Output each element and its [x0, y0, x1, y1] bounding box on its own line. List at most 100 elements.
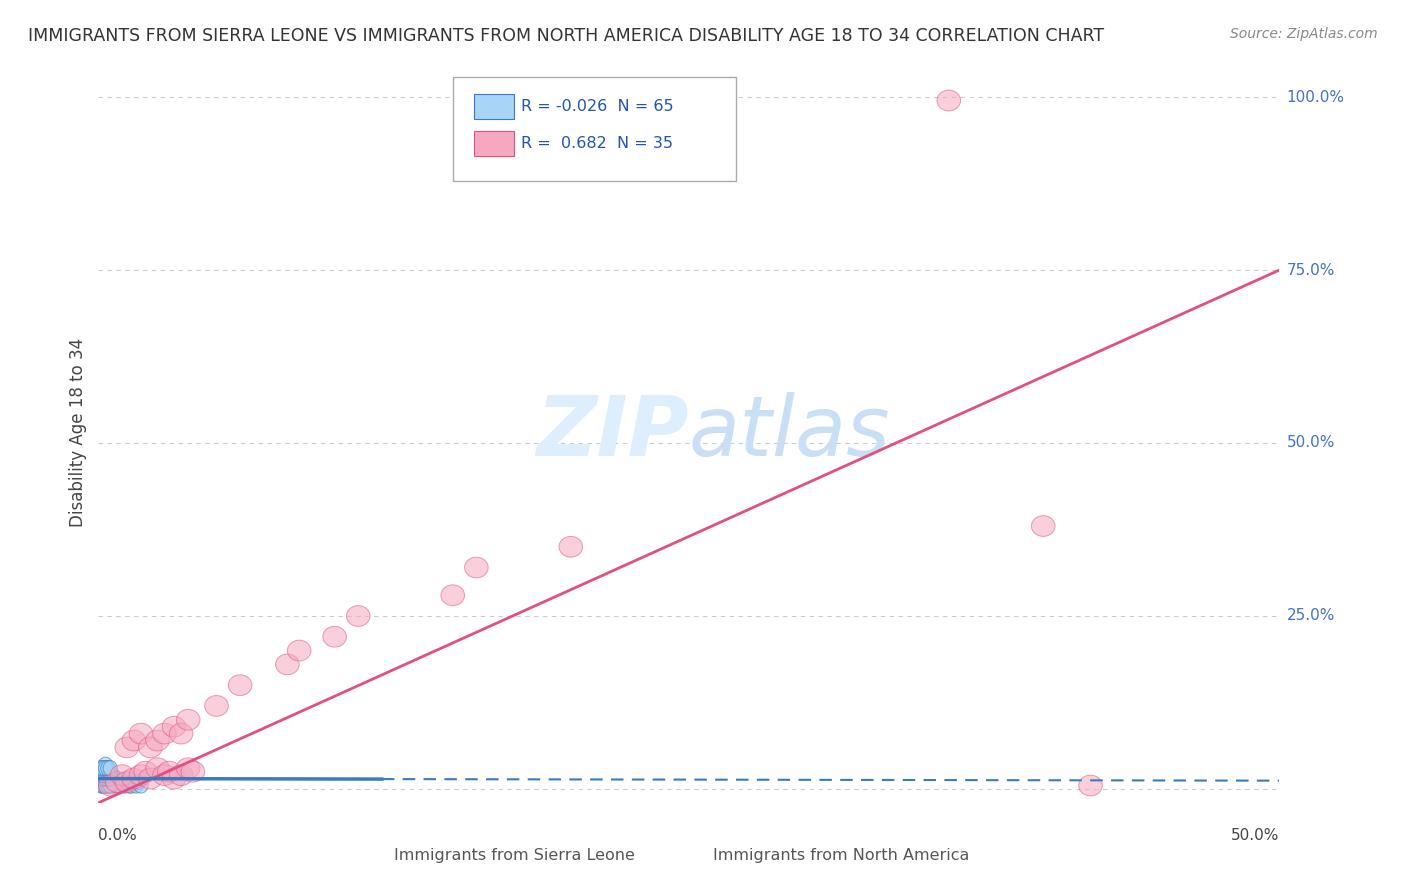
- Ellipse shape: [176, 709, 200, 731]
- Ellipse shape: [146, 731, 169, 751]
- Ellipse shape: [94, 761, 108, 776]
- Ellipse shape: [146, 758, 169, 779]
- FancyBboxPatch shape: [332, 840, 384, 871]
- Ellipse shape: [101, 771, 115, 786]
- Ellipse shape: [129, 764, 153, 786]
- Ellipse shape: [162, 716, 186, 737]
- Ellipse shape: [103, 767, 117, 783]
- Ellipse shape: [101, 767, 115, 783]
- Ellipse shape: [127, 774, 141, 789]
- Ellipse shape: [560, 536, 582, 558]
- Ellipse shape: [101, 771, 115, 786]
- Ellipse shape: [94, 778, 108, 793]
- Ellipse shape: [169, 764, 193, 786]
- Ellipse shape: [103, 778, 117, 793]
- Ellipse shape: [157, 761, 181, 782]
- FancyBboxPatch shape: [453, 78, 737, 181]
- Ellipse shape: [112, 778, 127, 793]
- Ellipse shape: [323, 626, 346, 647]
- Ellipse shape: [98, 767, 112, 783]
- Text: R =  0.682  N = 35: R = 0.682 N = 35: [522, 136, 673, 152]
- Ellipse shape: [134, 778, 148, 793]
- Ellipse shape: [153, 764, 176, 786]
- Ellipse shape: [134, 761, 157, 782]
- Text: 100.0%: 100.0%: [1286, 89, 1344, 104]
- Ellipse shape: [205, 696, 228, 716]
- Ellipse shape: [98, 778, 112, 793]
- Text: R = -0.026  N = 65: R = -0.026 N = 65: [522, 99, 673, 114]
- FancyBboxPatch shape: [651, 840, 703, 871]
- Ellipse shape: [441, 585, 464, 606]
- Ellipse shape: [96, 761, 110, 776]
- Text: 25.0%: 25.0%: [1286, 608, 1334, 624]
- Ellipse shape: [98, 761, 112, 776]
- Ellipse shape: [105, 772, 129, 792]
- Ellipse shape: [103, 764, 117, 780]
- Ellipse shape: [122, 768, 146, 789]
- Ellipse shape: [346, 606, 370, 626]
- Ellipse shape: [169, 723, 193, 744]
- Ellipse shape: [132, 774, 146, 789]
- Ellipse shape: [103, 761, 117, 776]
- Ellipse shape: [1078, 775, 1102, 796]
- Ellipse shape: [117, 778, 132, 793]
- Ellipse shape: [1032, 516, 1054, 536]
- Ellipse shape: [96, 761, 110, 776]
- Ellipse shape: [287, 640, 311, 661]
- Ellipse shape: [98, 757, 112, 772]
- Ellipse shape: [110, 774, 124, 789]
- Ellipse shape: [162, 768, 186, 789]
- Ellipse shape: [98, 767, 112, 783]
- Text: atlas: atlas: [689, 392, 890, 473]
- Ellipse shape: [101, 778, 115, 793]
- Ellipse shape: [110, 764, 134, 786]
- Ellipse shape: [103, 767, 117, 783]
- Ellipse shape: [96, 764, 110, 780]
- Text: Immigrants from Sierra Leone: Immigrants from Sierra Leone: [394, 848, 634, 863]
- Ellipse shape: [105, 771, 120, 786]
- Ellipse shape: [94, 767, 108, 783]
- Ellipse shape: [98, 771, 112, 786]
- Ellipse shape: [120, 774, 134, 789]
- Ellipse shape: [181, 761, 205, 782]
- Ellipse shape: [98, 761, 112, 776]
- Ellipse shape: [96, 767, 110, 783]
- Text: Source: ZipAtlas.com: Source: ZipAtlas.com: [1230, 27, 1378, 41]
- Ellipse shape: [108, 771, 122, 786]
- Ellipse shape: [276, 654, 299, 674]
- Ellipse shape: [101, 764, 115, 780]
- Ellipse shape: [110, 778, 124, 793]
- Ellipse shape: [108, 774, 122, 789]
- Ellipse shape: [101, 761, 115, 776]
- Ellipse shape: [94, 767, 108, 783]
- Ellipse shape: [96, 778, 110, 793]
- Ellipse shape: [105, 778, 120, 793]
- Ellipse shape: [94, 774, 108, 789]
- Ellipse shape: [153, 723, 176, 744]
- Ellipse shape: [98, 771, 112, 786]
- Ellipse shape: [122, 731, 146, 751]
- Ellipse shape: [139, 768, 162, 789]
- Ellipse shape: [101, 778, 115, 793]
- Ellipse shape: [96, 771, 110, 786]
- Ellipse shape: [122, 778, 136, 793]
- Text: 50.0%: 50.0%: [1232, 828, 1279, 843]
- Text: 50.0%: 50.0%: [1286, 435, 1334, 450]
- Ellipse shape: [96, 778, 110, 793]
- Ellipse shape: [103, 771, 117, 786]
- FancyBboxPatch shape: [474, 95, 515, 120]
- Text: 0.0%: 0.0%: [98, 828, 138, 843]
- Ellipse shape: [105, 767, 120, 783]
- Ellipse shape: [103, 771, 117, 786]
- Ellipse shape: [176, 758, 200, 779]
- Ellipse shape: [115, 737, 139, 758]
- Ellipse shape: [96, 771, 110, 786]
- Ellipse shape: [936, 90, 960, 111]
- Ellipse shape: [108, 778, 122, 793]
- Ellipse shape: [94, 771, 108, 786]
- Ellipse shape: [101, 767, 115, 783]
- Ellipse shape: [105, 774, 120, 789]
- Ellipse shape: [96, 774, 110, 789]
- Ellipse shape: [228, 674, 252, 696]
- Text: 75.0%: 75.0%: [1286, 262, 1334, 277]
